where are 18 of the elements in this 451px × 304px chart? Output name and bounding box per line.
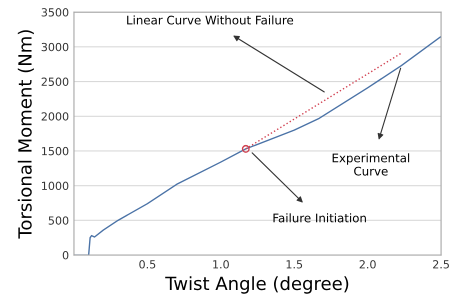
annotation: Linear Curve Without Failure [127, 15, 294, 25]
y-tick-label: 1000 [42, 182, 68, 190]
x-tick-label: 2.0 [360, 260, 376, 269]
y-tick-label: 3000 [42, 42, 68, 52]
annotation: Experimental Curve [332, 153, 410, 176]
y-tick-label: 500 [48, 216, 68, 225]
y-axis-title: Torsional Moment (Nm) [18, 30, 34, 239]
x-tick-label: 1.0 [213, 260, 229, 269]
x-tick-label: 0.5 [139, 260, 156, 269]
y-tick-label: 3500 [42, 8, 68, 17]
annotation: Failure Initiation [273, 213, 366, 222]
y-tick-label: 0 [62, 251, 68, 260]
x-tick-label: 1.5 [286, 260, 302, 269]
y-tick-label: 1500 [42, 146, 68, 156]
y-tick-label: 2500 [42, 78, 68, 86]
x-axis-title: Twist Angle (degree) [165, 276, 348, 294]
x-tick-label: 2.5 [433, 260, 449, 269]
y-tick-label: 2000 [42, 112, 68, 121]
